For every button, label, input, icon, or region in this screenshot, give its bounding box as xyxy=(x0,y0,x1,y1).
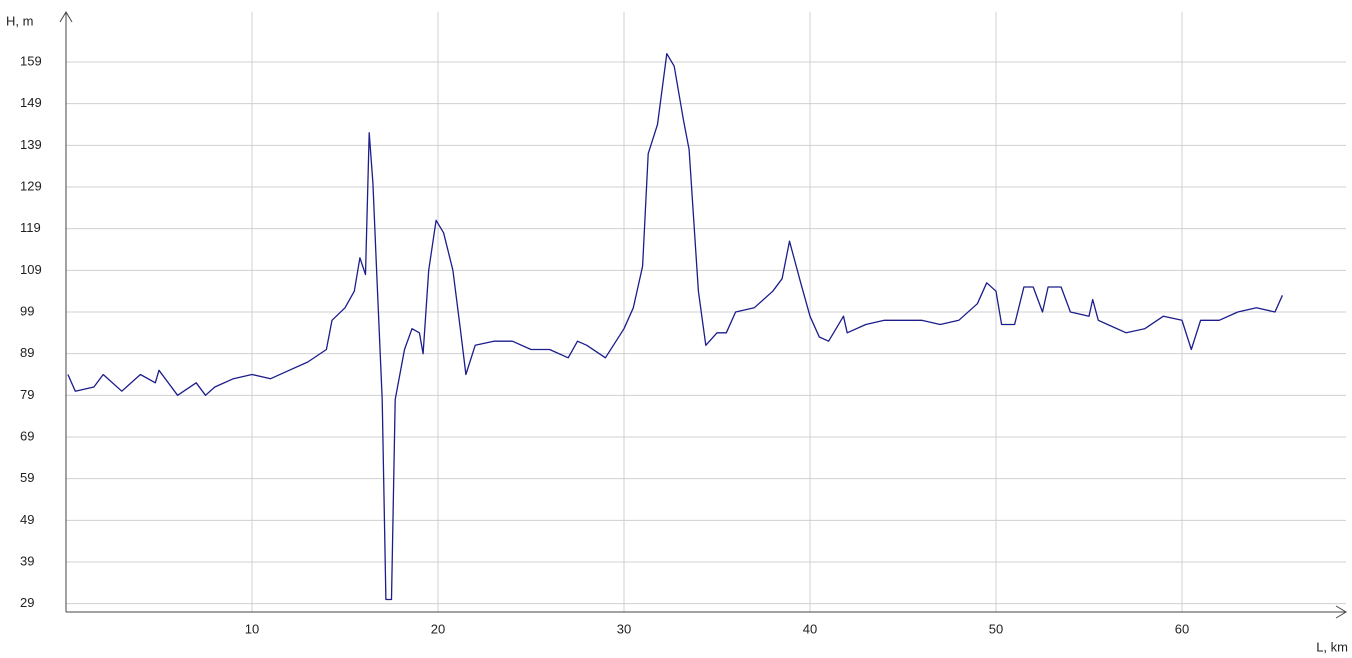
x-tick-label: 10 xyxy=(245,621,259,636)
y-tick-label: 129 xyxy=(20,178,42,193)
y-tick-label: 139 xyxy=(20,137,42,152)
y-tick-label: 89 xyxy=(20,345,34,360)
x-tick-label: 20 xyxy=(431,621,445,636)
y-tick-label: 119 xyxy=(20,220,41,235)
data-line xyxy=(67,53,1283,601)
y-tick-label: 29 xyxy=(20,595,34,610)
x-axis-arrow xyxy=(1335,605,1347,619)
plot xyxy=(67,53,1283,601)
y-tick-label: 39 xyxy=(20,553,34,568)
y-axis-arrow xyxy=(59,11,73,23)
x-axis-label: L, km xyxy=(1316,639,1348,654)
x-tick-label: 40 xyxy=(803,621,817,636)
grid xyxy=(66,12,1346,612)
y-tick-label: 49 xyxy=(20,512,34,527)
y-tick-label: 149 xyxy=(20,95,42,110)
x-tick-label: 30 xyxy=(617,621,631,636)
y-tick-label: 79 xyxy=(20,387,34,402)
y-tick-label: 59 xyxy=(20,470,34,485)
y-tick-label: 99 xyxy=(20,303,34,318)
y-tick-label: 159 xyxy=(20,53,42,68)
y-axis-label: H, m xyxy=(6,13,33,28)
x-tick-label: 60 xyxy=(1175,621,1189,636)
x-tick-label: 50 xyxy=(989,621,1003,636)
y-tick-label: 109 xyxy=(20,262,42,277)
y-tick-label: 69 xyxy=(20,428,34,443)
